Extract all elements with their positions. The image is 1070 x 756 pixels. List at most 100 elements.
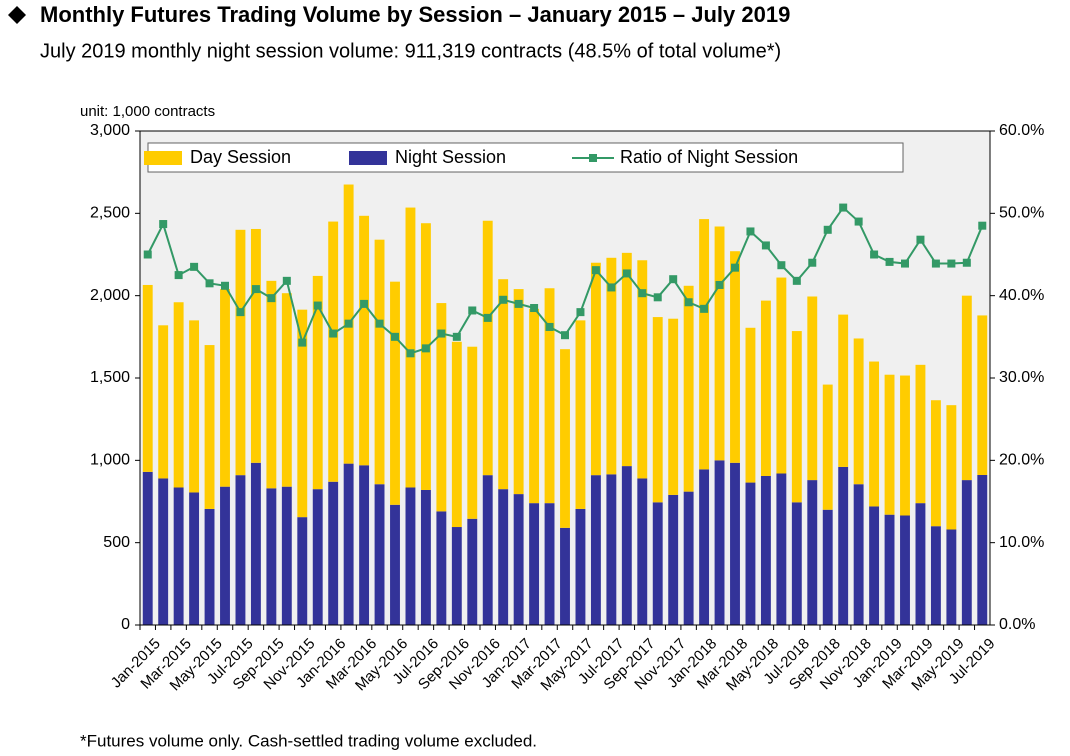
y-tick-label: 2,000: [90, 287, 130, 304]
bar: [915, 503, 926, 625]
ratio-marker: [483, 313, 492, 322]
bar: [436, 303, 447, 512]
bar: [281, 486, 292, 625]
ratio-marker: [607, 283, 616, 292]
bar: [343, 463, 354, 625]
bar: [730, 251, 740, 463]
bar: [220, 289, 230, 487]
ratio-marker: [421, 344, 430, 353]
bar: [699, 469, 710, 625]
bar: [405, 487, 416, 625]
bar: [791, 331, 802, 503]
bar: [900, 515, 910, 625]
ratio-marker: [715, 280, 724, 289]
bar: [853, 338, 864, 485]
legend-box: [147, 142, 904, 173]
bar: [544, 288, 555, 504]
ratio-marker: [746, 227, 755, 236]
ratio-marker: [576, 308, 585, 317]
ratio-marker: [143, 250, 152, 259]
bar: [529, 308, 540, 504]
bar: [467, 346, 478, 519]
ratio-marker: [591, 266, 600, 275]
y2-tick-label: 40.0%: [999, 287, 1044, 304]
ratio-marker: [761, 241, 770, 250]
bar: [328, 481, 339, 625]
bar: [668, 318, 679, 495]
ratio-marker: [190, 262, 199, 271]
ratio-marker: [499, 295, 508, 304]
ratio-marker: [298, 338, 307, 347]
ratio-marker: [885, 257, 894, 266]
ratio-marker: [391, 332, 399, 341]
y-tick-label: 1,000: [90, 452, 130, 469]
bar: [699, 219, 710, 470]
ratio-marker: [947, 259, 956, 268]
ratio-marker: [545, 322, 554, 331]
bar: [173, 302, 184, 488]
bar: [498, 279, 509, 490]
ratio-marker: [870, 250, 879, 259]
ratio-marker: [777, 261, 786, 270]
ratio-marker: [561, 331, 569, 340]
ratio-marker: [514, 299, 523, 308]
bar: [915, 364, 926, 504]
bar: [822, 384, 833, 510]
ratio-marker: [823, 225, 832, 234]
bar: [312, 275, 323, 490]
ratio-marker: [684, 298, 693, 307]
legend-swatch: [349, 151, 387, 165]
ratio-marker: [622, 269, 631, 278]
ratio-marker: [452, 332, 461, 341]
ratio-marker: [700, 304, 709, 313]
y2-tick-label: 60.0%: [999, 122, 1044, 139]
legend-swatch: [144, 151, 182, 165]
ratio-marker: [406, 349, 415, 358]
ratio-marker: [329, 329, 338, 338]
ratio-marker: [437, 329, 446, 338]
ratio-marker: [839, 203, 848, 212]
bar: [204, 508, 215, 625]
bar: [359, 465, 370, 625]
y2-tick-label: 50.0%: [999, 205, 1044, 222]
bar: [467, 518, 478, 625]
bar: [807, 480, 818, 625]
bar: [621, 252, 632, 467]
bar: [575, 320, 586, 509]
bar: [869, 361, 880, 507]
bar: [961, 480, 972, 625]
bar: [529, 503, 540, 625]
bar: [312, 489, 323, 625]
bar: [590, 475, 601, 625]
bar: [760, 475, 771, 625]
bar: [961, 295, 972, 481]
bar: [436, 511, 447, 625]
bar: [590, 262, 601, 476]
bar: [297, 309, 308, 518]
bar: [652, 502, 663, 625]
ratio-marker: [205, 279, 214, 288]
ratio-marker: [530, 304, 539, 313]
bar: [776, 473, 787, 625]
bar: [204, 345, 215, 509]
bar: [900, 375, 910, 516]
legend-label: Ratio of Night Session: [620, 147, 798, 167]
bar: [822, 509, 833, 625]
y2-tick-label: 0.0%: [999, 616, 1035, 633]
bar: [807, 296, 818, 481]
bar: [730, 462, 740, 625]
bar: [266, 280, 277, 489]
ratio-marker: [653, 293, 662, 302]
bar: [250, 228, 261, 463]
bar: [359, 215, 370, 466]
bar: [482, 475, 493, 625]
bar: [142, 471, 153, 625]
bar: [328, 221, 339, 482]
ratio-marker: [916, 235, 925, 244]
bar: [451, 341, 462, 528]
bar: [791, 502, 802, 625]
title-bullet: [8, 6, 26, 24]
legend-marker: [589, 154, 597, 162]
bar: [683, 285, 694, 492]
bar: [173, 487, 184, 625]
